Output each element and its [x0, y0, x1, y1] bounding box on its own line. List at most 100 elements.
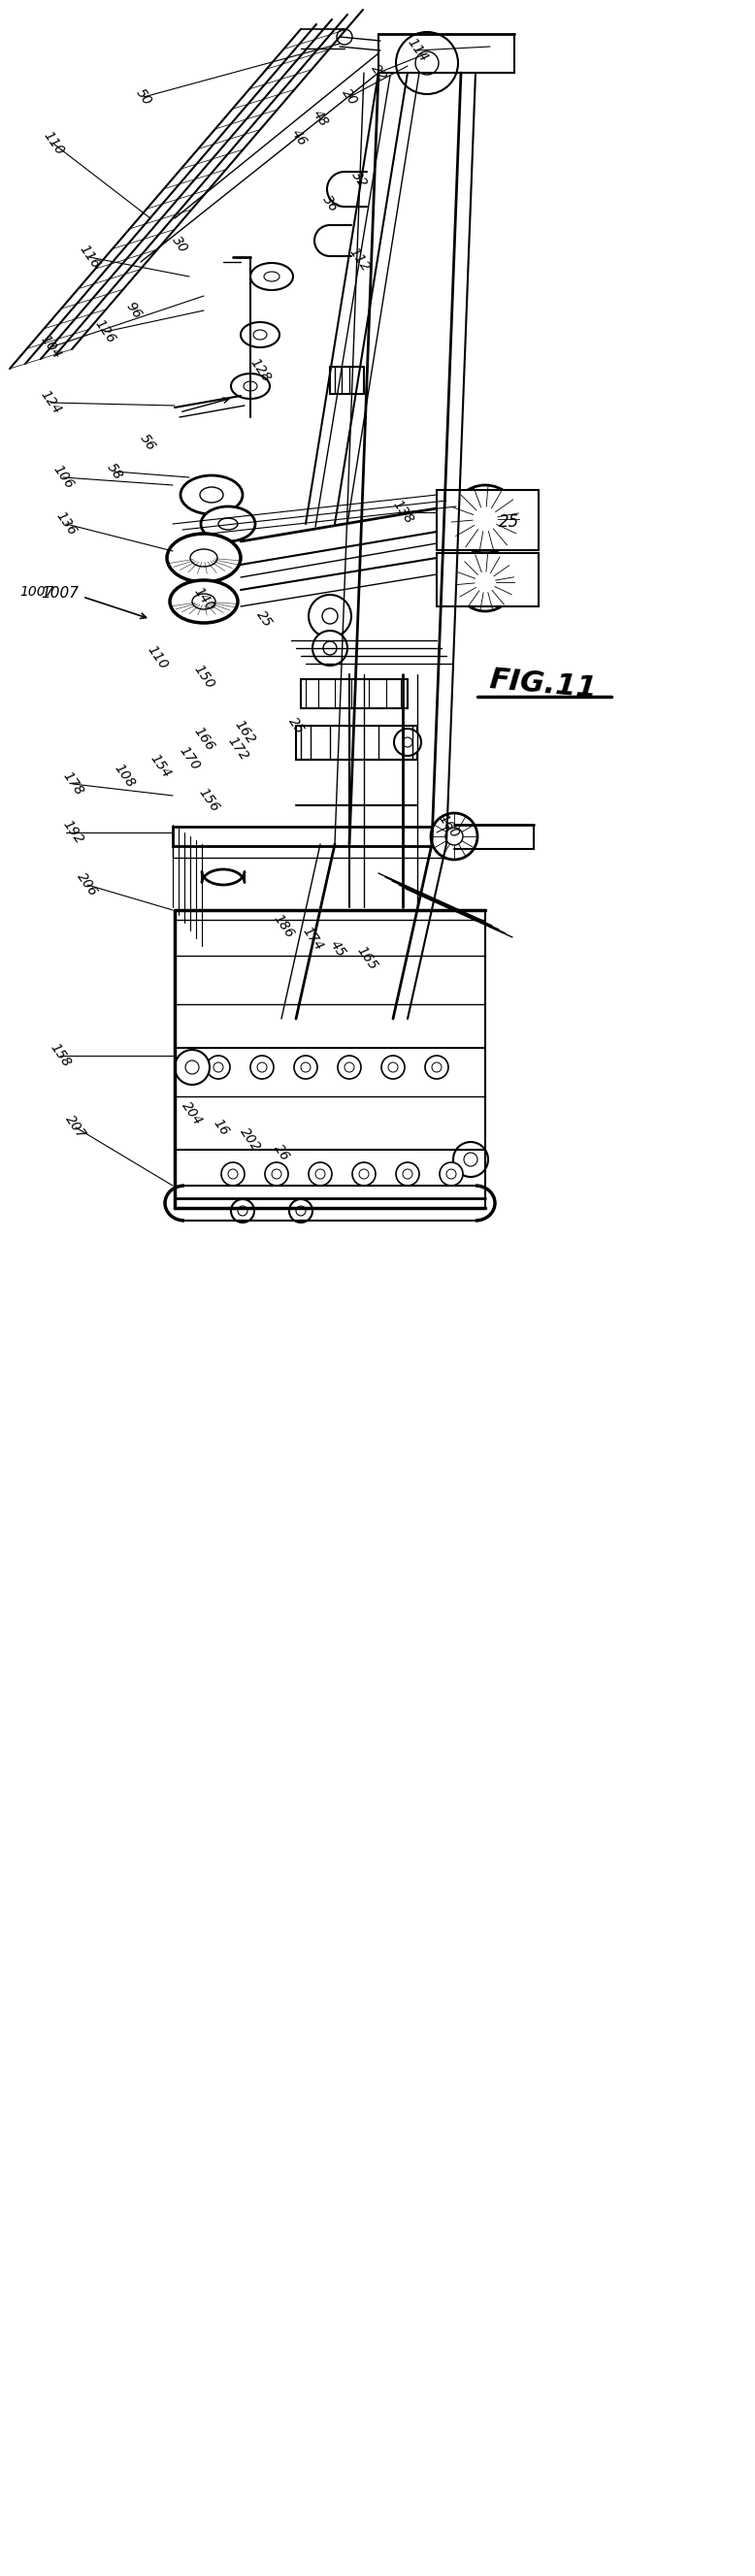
Ellipse shape: [253, 330, 267, 340]
Text: 207: 207: [63, 1113, 88, 1141]
Ellipse shape: [190, 549, 217, 567]
Ellipse shape: [180, 477, 242, 515]
Text: 110: 110: [144, 644, 170, 672]
Text: 174: 174: [300, 925, 325, 953]
Text: 156: 156: [196, 786, 222, 814]
Circle shape: [337, 1056, 361, 1079]
Text: 22: 22: [368, 62, 389, 82]
Text: 116: 116: [76, 242, 102, 270]
Text: 206: 206: [74, 871, 100, 899]
Circle shape: [456, 554, 514, 611]
Circle shape: [221, 1162, 245, 1185]
Text: 124: 124: [38, 389, 63, 417]
Text: 172: 172: [225, 734, 251, 762]
Text: 154: 154: [147, 752, 173, 781]
Ellipse shape: [244, 381, 257, 392]
Circle shape: [337, 28, 353, 44]
Circle shape: [228, 1170, 238, 1180]
Text: 192: 192: [60, 819, 86, 848]
Text: 126: 126: [92, 317, 118, 345]
Ellipse shape: [241, 322, 279, 348]
Ellipse shape: [201, 507, 255, 541]
Text: 16: 16: [211, 1115, 232, 1139]
Circle shape: [313, 631, 347, 665]
Text: 56: 56: [137, 433, 158, 453]
Circle shape: [475, 572, 496, 592]
Text: 36: 36: [319, 193, 341, 214]
Circle shape: [388, 1061, 398, 1072]
Circle shape: [272, 1170, 282, 1180]
Circle shape: [300, 1061, 310, 1072]
Text: 165: 165: [354, 945, 380, 974]
Circle shape: [265, 1162, 288, 1185]
Circle shape: [425, 1056, 448, 1079]
Bar: [296, 726, 418, 760]
Text: 20: 20: [339, 85, 360, 108]
Text: 1007: 1007: [20, 585, 54, 598]
Ellipse shape: [251, 263, 293, 291]
Text: 140: 140: [191, 585, 217, 613]
Bar: [300, 680, 408, 708]
Circle shape: [402, 737, 412, 747]
Ellipse shape: [200, 487, 223, 502]
Circle shape: [451, 484, 519, 554]
Text: 108: 108: [111, 762, 137, 791]
Circle shape: [322, 608, 337, 623]
Circle shape: [445, 827, 463, 845]
Circle shape: [402, 1170, 412, 1180]
Text: 106: 106: [50, 464, 76, 492]
Text: 25: 25: [285, 714, 307, 737]
Circle shape: [231, 1200, 254, 1224]
Text: 58: 58: [104, 461, 125, 482]
Text: 32: 32: [349, 167, 369, 191]
Circle shape: [473, 507, 498, 531]
Circle shape: [353, 1162, 375, 1185]
Circle shape: [309, 1162, 332, 1185]
Circle shape: [316, 1170, 325, 1180]
Circle shape: [381, 1056, 405, 1079]
Text: 45: 45: [327, 938, 348, 961]
Bar: [173, 845, 464, 858]
Text: 25: 25: [499, 513, 519, 531]
Text: 158: 158: [48, 1041, 73, 1069]
Circle shape: [446, 1170, 456, 1180]
Text: 178: 178: [60, 770, 86, 799]
Text: 128: 128: [247, 355, 273, 384]
Text: 50: 50: [133, 85, 154, 108]
Circle shape: [238, 1206, 248, 1216]
Circle shape: [214, 1061, 223, 1072]
Text: FIG.11: FIG.11: [488, 665, 599, 703]
Text: 136: 136: [53, 510, 79, 538]
Circle shape: [453, 1141, 488, 1177]
Text: 1007: 1007: [41, 587, 79, 600]
Text: 202: 202: [237, 1126, 263, 1154]
Circle shape: [323, 641, 337, 654]
Text: 114: 114: [405, 36, 430, 64]
Text: 48: 48: [310, 108, 331, 129]
Circle shape: [396, 1162, 419, 1185]
Text: 104: 104: [38, 332, 63, 361]
Circle shape: [396, 31, 458, 95]
Text: 170: 170: [176, 744, 202, 773]
Ellipse shape: [167, 533, 241, 582]
Text: 110: 110: [41, 129, 66, 157]
Bar: [436, 489, 538, 551]
Ellipse shape: [170, 580, 238, 623]
Text: 150: 150: [191, 662, 217, 693]
Text: 25: 25: [254, 608, 275, 631]
Circle shape: [186, 1061, 199, 1074]
Circle shape: [415, 52, 439, 75]
Circle shape: [431, 814, 477, 860]
Ellipse shape: [231, 374, 270, 399]
Text: 30: 30: [169, 234, 190, 255]
Ellipse shape: [192, 595, 215, 611]
Circle shape: [439, 1162, 463, 1185]
Text: 138: 138: [390, 497, 416, 526]
Text: 46: 46: [288, 126, 310, 149]
Text: 112: 112: [346, 245, 372, 276]
Circle shape: [207, 1056, 230, 1079]
Circle shape: [394, 729, 421, 755]
Text: 26: 26: [271, 1141, 292, 1164]
Bar: [173, 827, 464, 845]
Text: 162: 162: [232, 719, 257, 747]
